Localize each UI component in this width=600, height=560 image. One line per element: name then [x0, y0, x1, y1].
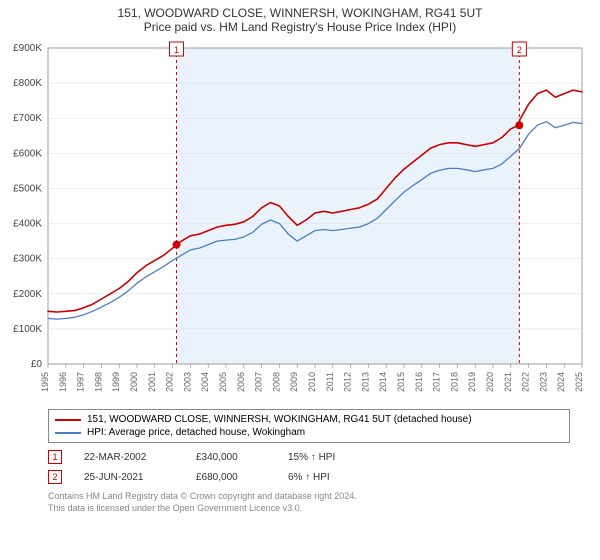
svg-text:£100K: £100K: [13, 324, 42, 335]
legend: 151, WOODWARD CLOSE, WINNERSH, WOKINGHAM…: [48, 409, 570, 443]
svg-text:£500K: £500K: [13, 183, 42, 194]
attribution-line: This data is licensed under the Open Gov…: [48, 503, 570, 515]
transactions-table: 1 22-MAR-2002 £340,000 15% ↑ HPI 2 25-JU…: [48, 447, 570, 487]
svg-text:2020: 2020: [485, 372, 495, 392]
marker-badge: 2: [48, 470, 62, 484]
svg-text:2023: 2023: [538, 372, 548, 392]
svg-text:2009: 2009: [289, 372, 299, 392]
svg-text:2017: 2017: [432, 372, 442, 392]
svg-text:2021: 2021: [503, 372, 513, 392]
svg-text:1995: 1995: [40, 372, 50, 392]
legend-swatch: [55, 419, 81, 421]
svg-text:2005: 2005: [218, 372, 228, 392]
table-row: 2 25-JUN-2021 £680,000 6% ↑ HPI: [48, 467, 570, 487]
svg-text:£600K: £600K: [13, 148, 42, 159]
marker-badge: 1: [48, 450, 62, 464]
svg-text:2018: 2018: [449, 372, 459, 392]
svg-text:2002: 2002: [165, 372, 175, 392]
svg-text:2008: 2008: [271, 372, 281, 392]
svg-text:£800K: £800K: [13, 78, 42, 89]
svg-text:1999: 1999: [111, 372, 121, 392]
legend-label: HPI: Average price, detached house, Woki…: [87, 427, 305, 438]
svg-text:2001: 2001: [147, 372, 157, 392]
svg-text:£900K: £900K: [13, 43, 42, 54]
svg-text:1996: 1996: [58, 372, 68, 392]
svg-text:2007: 2007: [254, 372, 264, 392]
svg-text:2: 2: [517, 45, 522, 55]
svg-text:2015: 2015: [396, 372, 406, 392]
svg-text:2011: 2011: [325, 372, 335, 391]
chart: £0 £100K £200K £300K £400K £500K £600K £700K £80…: [0, 40, 600, 405]
transaction-date: 25-JUN-2021: [84, 472, 174, 483]
attribution: Contains HM Land Registry data © Crown c…: [48, 491, 570, 514]
svg-text:2022: 2022: [521, 372, 531, 392]
svg-text:2024: 2024: [556, 372, 566, 392]
attribution-line: Contains HM Land Registry data © Crown c…: [48, 491, 570, 503]
svg-text:2003: 2003: [182, 372, 192, 392]
svg-text:2004: 2004: [200, 372, 210, 392]
transaction-price: £340,000: [196, 452, 266, 463]
svg-text:2025: 2025: [574, 372, 584, 392]
legend-item: 151, WOODWARD CLOSE, WINNERSH, WOKINGHAM…: [55, 413, 563, 426]
page-title: 151, WOODWARD CLOSE, WINNERSH, WOKINGHAM…: [0, 0, 600, 20]
transaction-delta: 15% ↑ HPI: [288, 452, 335, 463]
transaction-price: £680,000: [196, 472, 266, 483]
svg-text:£700K: £700K: [13, 113, 42, 124]
svg-text:£300K: £300K: [13, 254, 42, 265]
svg-text:2013: 2013: [360, 372, 370, 392]
svg-text:1: 1: [174, 45, 179, 55]
svg-text:2019: 2019: [467, 372, 477, 392]
table-row: 1 22-MAR-2002 £340,000 15% ↑ HPI: [48, 447, 570, 467]
svg-text:2006: 2006: [236, 372, 246, 392]
svg-text:£400K: £400K: [13, 219, 42, 230]
svg-text:2010: 2010: [307, 372, 317, 392]
svg-text:1998: 1998: [93, 372, 103, 392]
svg-text:2000: 2000: [129, 372, 139, 392]
page-subtitle: Price paid vs. HM Land Registry's House …: [0, 20, 600, 34]
legend-label: 151, WOODWARD CLOSE, WINNERSH, WOKINGHAM…: [87, 414, 472, 425]
svg-text:£0: £0: [31, 359, 43, 370]
svg-text:£200K: £200K: [13, 289, 42, 300]
transaction-delta: 6% ↑ HPI: [288, 472, 330, 483]
legend-swatch: [55, 432, 81, 434]
svg-text:2016: 2016: [414, 372, 424, 392]
svg-text:2012: 2012: [343, 372, 353, 392]
transaction-date: 22-MAR-2002: [84, 452, 174, 463]
svg-text:2014: 2014: [378, 372, 388, 392]
legend-item: HPI: Average price, detached house, Woki…: [55, 426, 563, 439]
svg-text:1997: 1997: [76, 372, 86, 392]
